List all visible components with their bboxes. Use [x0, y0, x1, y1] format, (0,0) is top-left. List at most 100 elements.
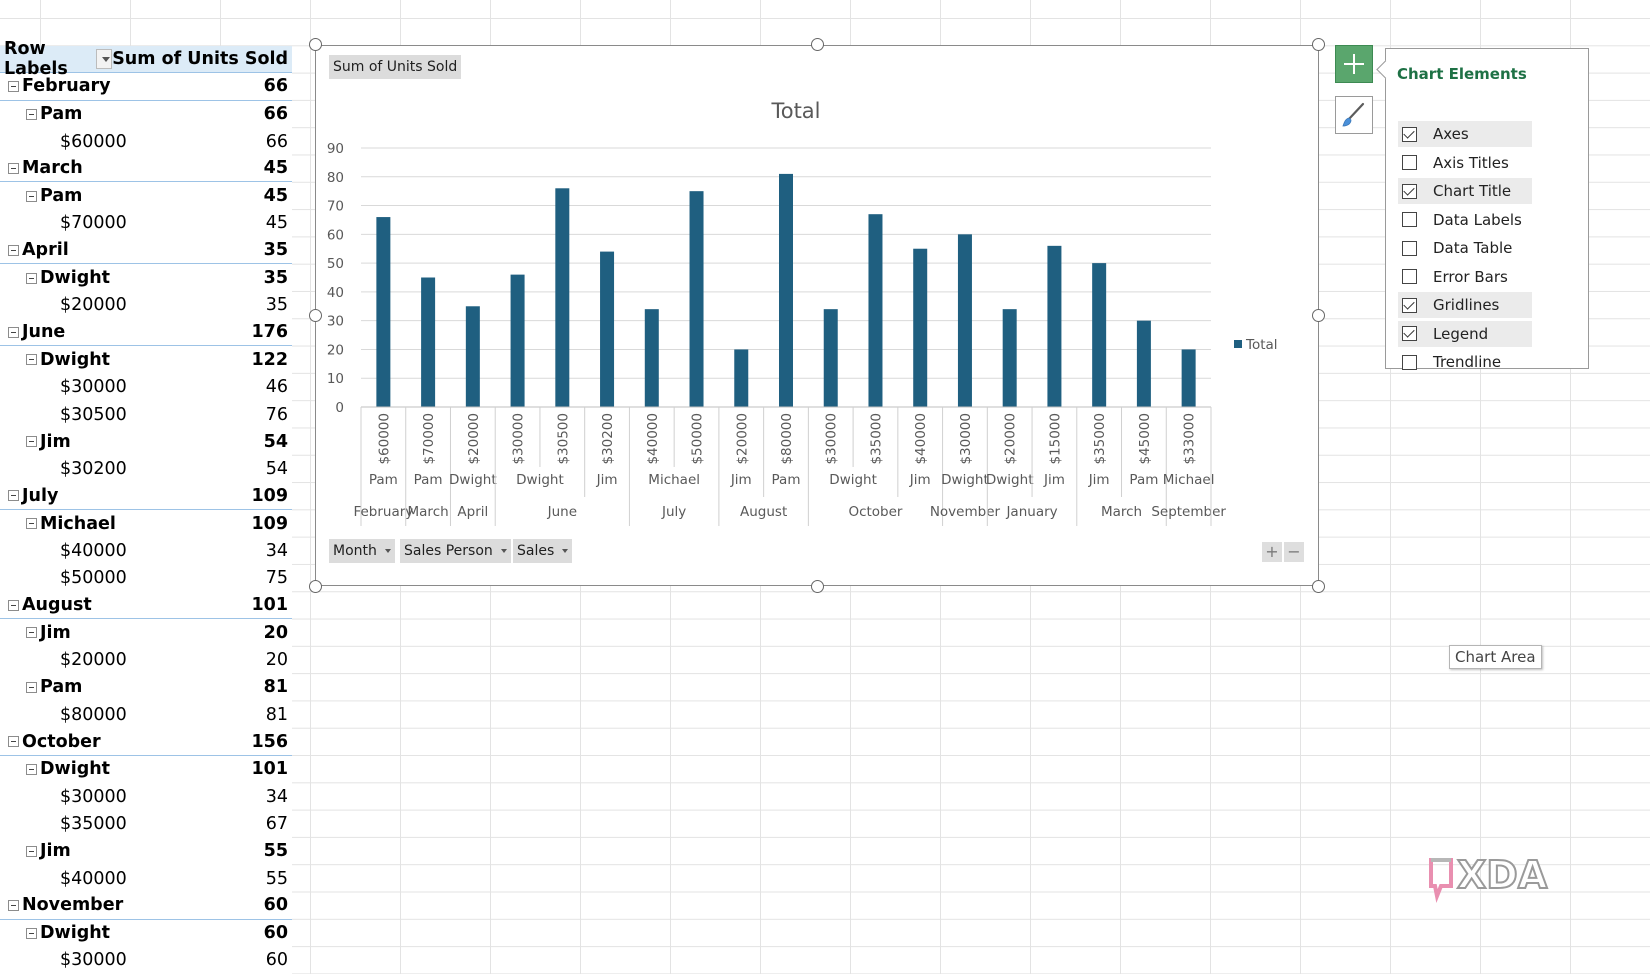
chart-area[interactable]: Total 0 10 20 30 40 50 60 70 80 90 $60000 $70000 $200… — [315, 45, 1319, 586]
chart-element-chart-title[interactable]: Chart Title — [1398, 178, 1532, 204]
chart-element-axis-titles[interactable]: Axis Titles — [1398, 150, 1532, 176]
checkbox[interactable] — [1402, 183, 1417, 199]
chart-element-error-bars[interactable]: Error Bars — [1398, 264, 1532, 290]
collapse-minus-icon[interactable] — [8, 244, 19, 256]
collapse-minus-icon[interactable] — [8, 599, 19, 611]
pivot-rows: February 66 Pam 66 $60000 66 March 45 Pam 45 $7000… — [0, 73, 292, 974]
resize-handle-left[interactable] — [309, 309, 322, 322]
pivot-sales-row[interactable]: $30000 34 — [0, 783, 292, 811]
bar — [376, 217, 391, 407]
checkbox[interactable] — [1402, 240, 1417, 256]
collapse-minus-icon[interactable] — [26, 518, 37, 530]
collapse-minus-icon[interactable] — [26, 272, 37, 284]
x-tick-label-person: Pam — [369, 472, 398, 488]
chart-element-gridlines[interactable]: Gridlines — [1398, 292, 1532, 318]
pivot-person-row[interactable]: Jim 20 — [0, 619, 292, 647]
collapse-minus-icon[interactable] — [26, 436, 37, 448]
chart-element-label: Axis Titles — [1433, 153, 1509, 172]
collapse-field-minus-icon[interactable]: − — [1284, 542, 1304, 562]
resize-handle-top-left[interactable] — [309, 38, 322, 51]
resize-handle-bottom-left[interactable] — [309, 580, 322, 593]
collapse-minus-icon[interactable] — [26, 681, 37, 693]
pivot-month-row[interactable]: March 45 — [0, 155, 292, 183]
chart-element-data-table[interactable]: Data Table — [1398, 235, 1532, 261]
pivot-sales-row[interactable]: $80000 81 — [0, 701, 292, 729]
collapse-minus-icon[interactable] — [26, 763, 37, 775]
chart-element-data-labels[interactable]: Data Labels — [1398, 207, 1532, 233]
chart-element-axes[interactable]: Axes — [1398, 121, 1532, 147]
collapse-minus-icon[interactable] — [8, 899, 19, 911]
pivot-person-row[interactable]: Dwight 101 — [0, 755, 292, 784]
pivot-person-row[interactable]: Pam 81 — [0, 673, 292, 702]
resize-handle-bottom[interactable] — [811, 580, 824, 593]
pivot-sales-row[interactable]: $30500 76 — [0, 400, 292, 429]
pivot-sales-row[interactable]: $30000 46 — [0, 373, 292, 401]
collapse-minus-icon[interactable] — [8, 326, 19, 338]
sum-of-units-header[interactable]: Sum of Units Sold — [112, 49, 288, 70]
resize-handle-top-right[interactable] — [1312, 38, 1325, 51]
collapse-minus-icon[interactable] — [8, 736, 19, 748]
pivot-month-row[interactable]: February 66 — [0, 73, 292, 101]
collapse-minus-icon[interactable] — [8, 490, 19, 502]
collapse-minus-icon[interactable] — [26, 845, 37, 857]
pivot-sales-row[interactable]: $30200 54 — [0, 455, 292, 483]
checkbox[interactable] — [1402, 212, 1417, 227]
pivot-month-row[interactable]: June 176 — [0, 318, 292, 347]
pivot-sales-row[interactable]: $60000 66 — [0, 127, 292, 156]
chart-styles-button[interactable] — [1335, 96, 1373, 134]
resize-handle-top[interactable] — [811, 38, 824, 51]
collapse-minus-icon[interactable] — [8, 162, 19, 174]
checkbox[interactable] — [1402, 155, 1417, 170]
pivot-row-text: $40000 — [60, 868, 127, 889]
chart-element-trendline[interactable]: Trendline — [1398, 349, 1532, 375]
collapse-minus-icon[interactable] — [26, 108, 37, 120]
pivot-sales-row[interactable]: $50000 75 — [0, 564, 292, 592]
pivot-sales-row[interactable]: $20000 20 — [0, 646, 292, 674]
pivot-person-row[interactable]: Dwight 122 — [0, 346, 292, 374]
collapse-minus-icon[interactable] — [26, 190, 37, 202]
pivot-person-row[interactable]: Pam 66 — [0, 100, 292, 128]
checkbox[interactable] — [1402, 297, 1417, 313]
pivot-month-row[interactable]: April 35 — [0, 237, 292, 265]
x-tick-label-person: Michael — [648, 472, 700, 488]
pivot-month-row[interactable]: October 156 — [0, 728, 292, 756]
pivot-person-row[interactable]: Jim 55 — [0, 837, 292, 865]
resize-handle-right[interactable] — [1312, 309, 1325, 322]
checkbox[interactable] — [1402, 269, 1417, 284]
chart-element-label: Error Bars — [1433, 267, 1508, 286]
pivot-sales-row[interactable]: $30000 60 — [0, 946, 292, 974]
pivot-month-row[interactable]: November 60 — [0, 892, 292, 920]
pivot-person-row[interactable]: Dwight 35 — [0, 264, 292, 292]
checkbox[interactable] — [1402, 354, 1417, 370]
pivot-month-row[interactable]: August 101 — [0, 591, 292, 620]
pivot-person-row[interactable]: Jim 54 — [0, 428, 292, 456]
collapse-minus-icon[interactable] — [26, 927, 37, 939]
pivot-sales-row[interactable]: $70000 45 — [0, 209, 292, 238]
pivot-person-row[interactable]: Dwight 60 — [0, 919, 292, 947]
sales-field-button[interactable]: Sales — [513, 539, 573, 563]
checkbox[interactable] — [1402, 126, 1417, 142]
pivot-sales-row[interactable]: $40000 55 — [0, 864, 292, 893]
chart-elements-button[interactable] — [1335, 45, 1373, 83]
pivot-month-row[interactable]: July 109 — [0, 482, 292, 511]
collapse-minus-icon[interactable] — [26, 354, 37, 366]
x-tick-label-sales: $80000 — [779, 413, 795, 465]
expand-field-plus-icon[interactable]: + — [1262, 542, 1282, 562]
resize-handle-bottom-right[interactable] — [1312, 580, 1325, 593]
pivot-person-row[interactable]: Michael 109 — [0, 510, 292, 538]
row-labels-header[interactable]: Row Labels — [0, 39, 113, 79]
pivot-row-text: $40000 — [60, 540, 127, 561]
pivot-sales-row[interactable]: $20000 35 — [0, 291, 292, 319]
row-labels-filter-dropdown-icon[interactable] — [95, 49, 113, 70]
pivot-sales-row[interactable]: $35000 67 — [0, 810, 292, 838]
pivot-sales-row[interactable]: $40000 34 — [0, 537, 292, 565]
pivot-person-row[interactable]: Pam 45 — [0, 182, 292, 210]
pivot-row-text: $35000 — [60, 813, 127, 834]
collapse-minus-icon[interactable] — [26, 627, 37, 639]
sales-person-field-button[interactable]: Sales Person — [400, 539, 511, 563]
values-field-button[interactable]: Sum of Units Sold — [329, 55, 462, 79]
checkbox[interactable] — [1402, 326, 1417, 341]
month-field-button[interactable]: Month — [329, 539, 395, 563]
collapse-minus-icon[interactable] — [8, 80, 19, 92]
chart-element-legend[interactable]: Legend — [1398, 320, 1532, 347]
